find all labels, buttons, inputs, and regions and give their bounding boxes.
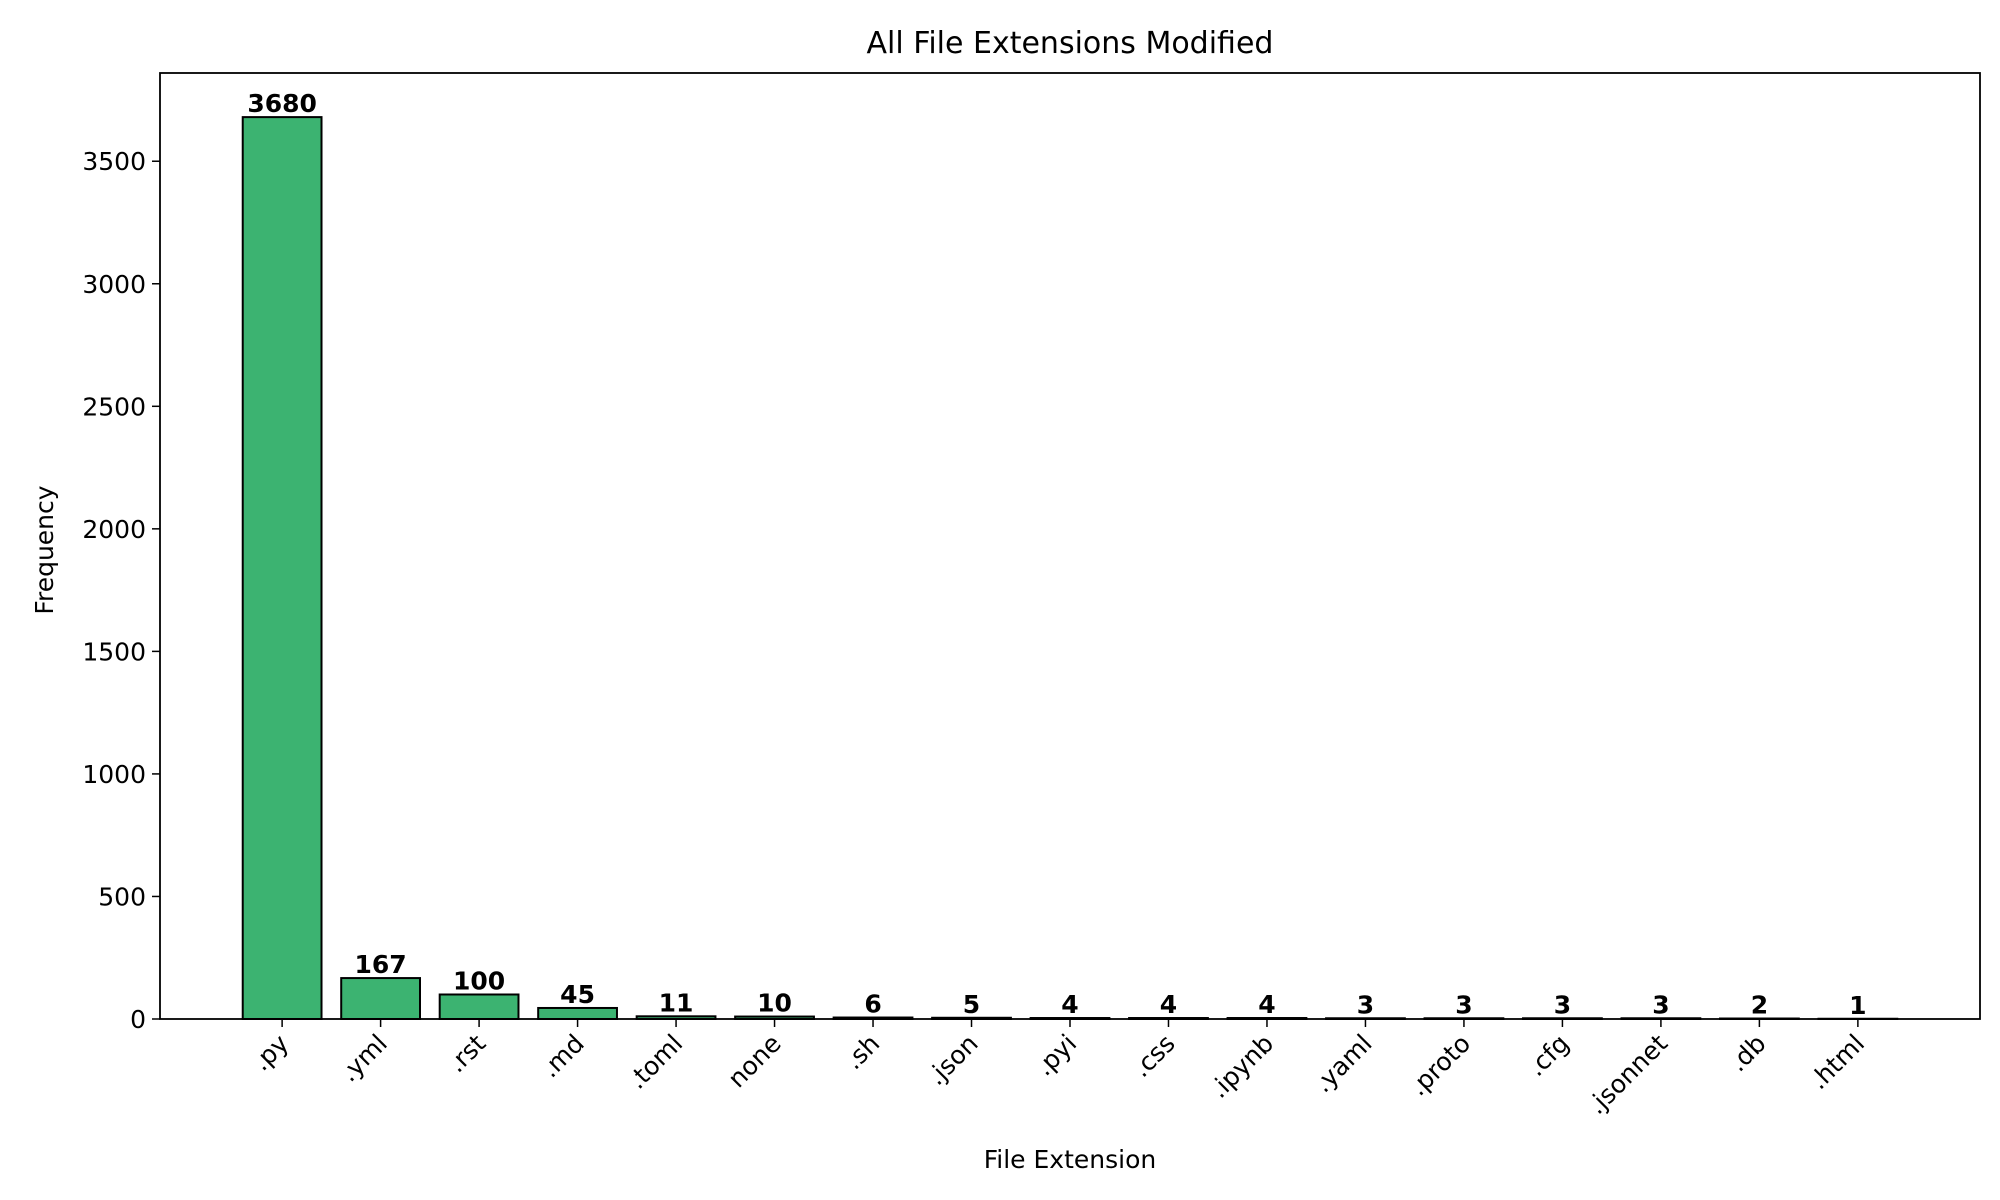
x-tick-label: .yaml [1308, 1029, 1378, 1099]
x-tick-label: .yml [334, 1029, 393, 1088]
data-label: 1 [1849, 991, 1866, 1020]
y-tick-label: 0 [130, 1005, 146, 1034]
x-tick-label: .proto [1403, 1029, 1476, 1102]
data-label: 10 [757, 989, 792, 1018]
data-label: 3 [1554, 990, 1571, 1019]
x-tick-label: .md [535, 1029, 590, 1084]
y-tick-label: 1500 [82, 637, 146, 666]
x-tick-label: .json [921, 1029, 983, 1091]
data-label: 100 [453, 966, 505, 995]
x-tick-label: .jsonnet [1582, 1029, 1673, 1120]
x-axis-label: File Extension [984, 1145, 1157, 1174]
data-label: 45 [560, 980, 595, 1009]
y-tick-label: 500 [98, 882, 146, 911]
y-tick-label: 2500 [82, 392, 146, 421]
bar [241, 116, 323, 1020]
data-label: 11 [659, 988, 694, 1017]
data-label: 167 [355, 950, 407, 979]
y-tick-label: 3000 [82, 270, 146, 299]
axes-frame [159, 72, 1981, 1020]
data-label: 3 [1357, 990, 1374, 1019]
x-tick-label: .ipynb [1204, 1029, 1279, 1104]
chart-title: All File Extensions Modified [867, 26, 1274, 61]
x-tick-label: .css [1126, 1029, 1180, 1083]
x-tick-label: .db [1723, 1029, 1772, 1078]
y-tick-label: 1000 [82, 760, 146, 789]
data-label: 3 [1455, 990, 1472, 1019]
y-axis-label: Frequency [30, 485, 59, 614]
bar [537, 1006, 618, 1020]
x-tick-label: .cfg [1521, 1029, 1574, 1082]
data-label: 5 [963, 990, 980, 1019]
x-tick-label: .pyi [1030, 1029, 1083, 1082]
data-label: 4 [1160, 990, 1177, 1019]
data-label: 3 [1652, 990, 1669, 1019]
x-tick-label: .sh [839, 1029, 886, 1076]
x-tick-label: .toml [622, 1029, 688, 1095]
data-label: 4 [1061, 990, 1078, 1019]
data-label: 4 [1258, 990, 1275, 1019]
x-tick-label: .py [247, 1029, 295, 1077]
bar [438, 993, 520, 1021]
x-tick-label: .rst [442, 1029, 492, 1079]
y-tick-label: 2000 [82, 515, 146, 544]
data-label: 3680 [247, 89, 317, 118]
x-tick-label: .html [1804, 1029, 1870, 1095]
bar [340, 977, 422, 1020]
data-label: 6 [864, 990, 881, 1019]
data-label: 2 [1751, 991, 1768, 1020]
x-tick-label: none [722, 1029, 787, 1094]
y-tick-label: 3500 [82, 147, 146, 176]
